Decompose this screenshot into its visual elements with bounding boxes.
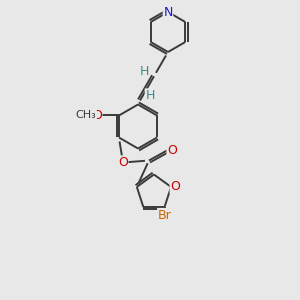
Text: N: N: [163, 5, 173, 19]
Text: O: O: [170, 180, 180, 194]
Text: H: H: [145, 89, 155, 102]
Text: CH₃: CH₃: [76, 110, 96, 121]
Text: O: O: [92, 109, 102, 122]
Text: H: H: [139, 65, 149, 78]
Text: Br: Br: [158, 208, 171, 222]
Text: O: O: [118, 156, 128, 169]
Text: O: O: [167, 144, 177, 157]
